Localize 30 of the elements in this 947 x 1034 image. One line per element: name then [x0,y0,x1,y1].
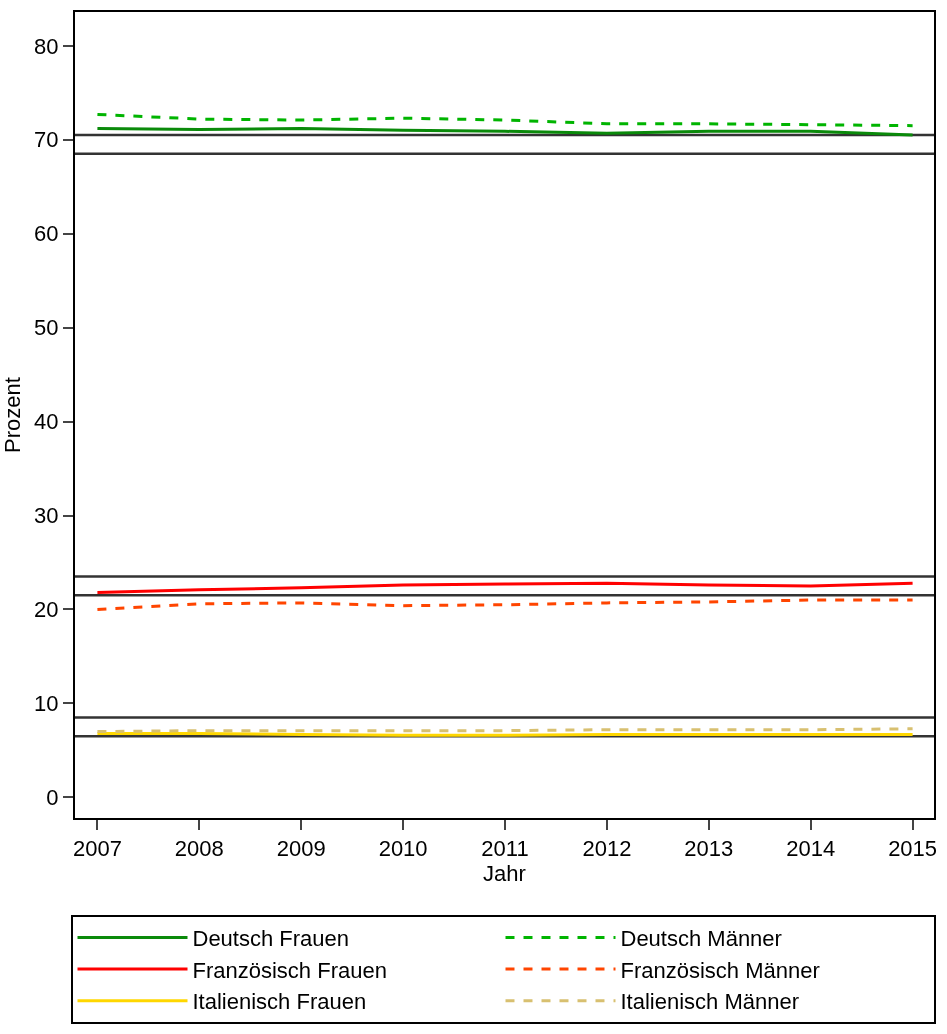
y-tick-label: 10 [34,691,59,717]
y-tick-label: 70 [34,127,59,153]
x-tick-label: 2010 [378,836,428,862]
legend-label: Italienisch Frauen [192,989,367,1015]
y-tick-label: 30 [34,503,59,529]
legend-label: Italienisch Männer [620,989,800,1015]
line-series [95,126,915,137]
x-tick-label: 2009 [276,836,326,862]
x-tick-label: 2014 [786,836,836,862]
y-tick-label: 40 [34,409,59,435]
x-tick-label: 2013 [684,836,734,862]
y-tick-label: 60 [34,221,59,247]
x-tick-label: 2015 [888,836,938,862]
y-tick-label: 20 [34,597,59,623]
x-tick-label: 2007 [72,836,122,862]
x-axis-title: Jahr [483,861,526,887]
legend-label: Französisch Männer [620,957,820,983]
x-tick-label: 2008 [174,836,224,862]
y-tick-label: 50 [34,315,59,341]
line-series [95,598,915,611]
line-series [95,581,915,595]
x-tick-label: 2011 [481,836,529,862]
x-tick-label: 2012 [582,836,632,862]
legend-label: Deutsch Frauen [192,926,350,952]
line-series [95,112,915,128]
legend-label: Deutsch Männer [620,926,782,952]
y-tick-label: 0 [46,785,59,811]
y-tick-label: 80 [34,33,59,59]
y-axis-title: Prozent [0,377,25,453]
legend-label: Französisch Frauen [192,957,387,983]
